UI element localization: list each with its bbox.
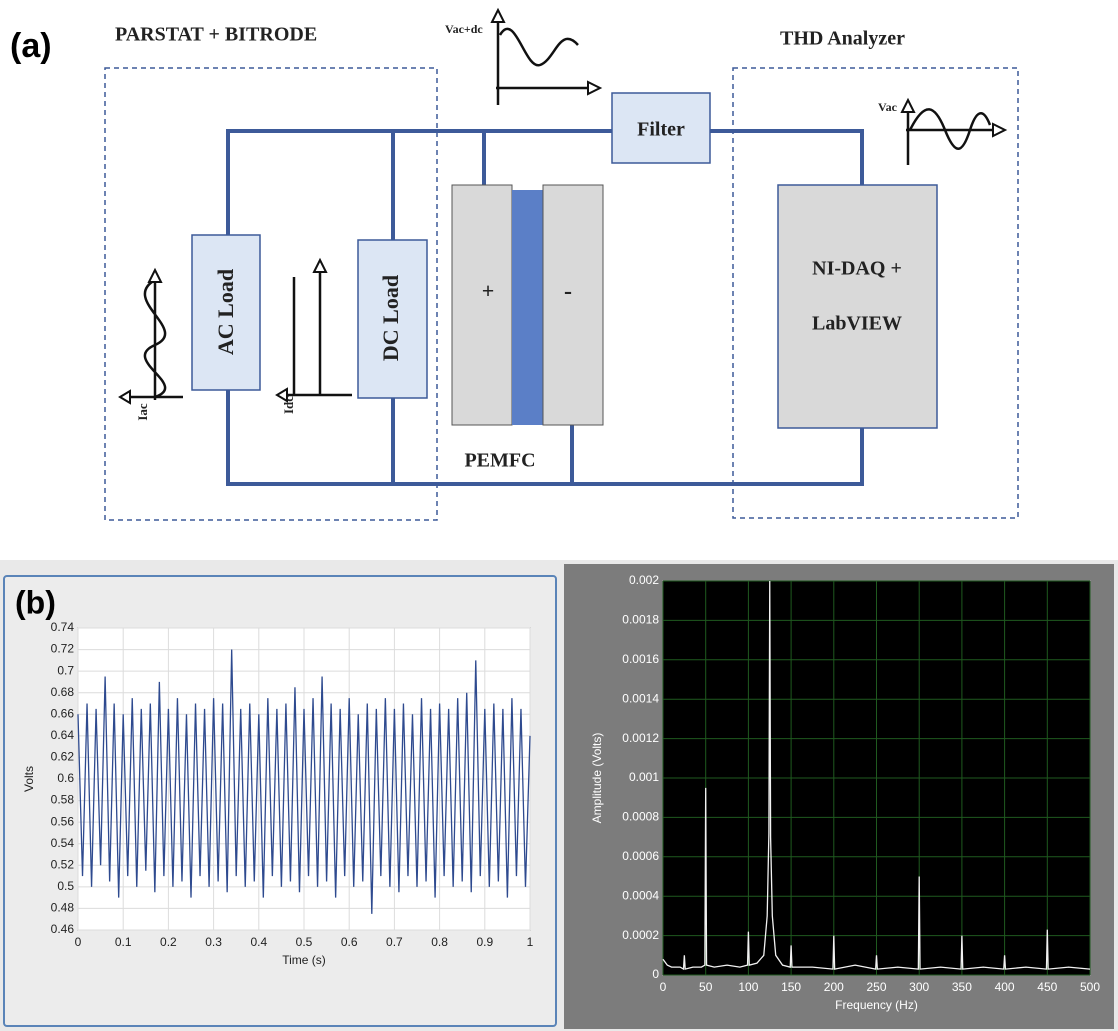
y-tick-label: 0.0016 [622, 652, 659, 666]
iac-icon [128, 275, 183, 400]
x-tick-label: 0.1 [115, 935, 132, 949]
y-tick-label: 0.0006 [622, 849, 659, 863]
x-tick-label: 0.7 [386, 935, 403, 949]
signal-label: Vac+dc [445, 22, 483, 36]
y-tick-label: 0.0002 [622, 928, 659, 942]
x-tick-label: 0.9 [476, 935, 493, 949]
node-label: Filter [637, 119, 685, 141]
x-tick-label: 0.2 [160, 935, 177, 949]
y-tick-label: 0.48 [51, 901, 75, 915]
y-tick-label: 0.002 [629, 573, 659, 587]
y-tick-label: 0.68 [51, 685, 75, 699]
panel-label: (a) [10, 27, 52, 65]
plus: + [482, 278, 495, 303]
group-label: THD Analyzer [780, 28, 905, 50]
x-tick-label: 450 [1037, 980, 1057, 994]
y-tick-label: 0.74 [51, 620, 75, 634]
arrow [492, 10, 600, 94]
minus: - [564, 279, 572, 305]
x-tick-label: 50 [699, 980, 713, 994]
x-tick-label: 0.4 [250, 935, 267, 949]
group-label: PARSTAT + BITRODE [115, 24, 317, 46]
y-tick-label: 0.0012 [622, 731, 659, 745]
node-label: DC Load [378, 275, 403, 361]
x-tick-label: 0.5 [296, 935, 313, 949]
x-tick-label: 500 [1080, 980, 1100, 994]
y-tick-label: 0.46 [51, 922, 75, 936]
anode [452, 185, 512, 425]
x-tick-label: 100 [738, 980, 758, 994]
vac-icon [906, 108, 995, 165]
x-tick-label: 0.6 [341, 935, 358, 949]
ni-daq [778, 185, 937, 428]
arrow [277, 260, 326, 401]
figure: (a) PARSTAT + BITRODE THD Analyzer AC Lo… [0, 0, 1118, 1031]
y-tick-label: 0.64 [51, 728, 75, 742]
y-tick-label: 0.7 [57, 663, 74, 677]
y-tick-label: 0.54 [51, 836, 75, 850]
y-tick-label: 0.001 [629, 770, 659, 784]
y-tick-label: 0.0004 [622, 888, 659, 902]
node-label: LabVIEW [812, 313, 902, 335]
signal-label: Iac [135, 403, 150, 421]
y-axis-label: Amplitude (Volts) [590, 733, 604, 824]
panel-label: (b) [15, 584, 56, 620]
y-tick-label: 0.0014 [622, 691, 659, 705]
y-tick-label: 0.56 [51, 814, 75, 828]
signal-label: Vac [878, 100, 898, 114]
y-tick-label: 0.62 [51, 750, 75, 764]
y-tick-label: 0.5 [57, 879, 74, 893]
vacdc-icon [496, 18, 595, 105]
x-tick-label: 250 [866, 980, 886, 994]
x-tick-label: 0.8 [431, 935, 448, 949]
y-tick-label: 0.6 [57, 771, 74, 785]
x-tick-label: 0.3 [205, 935, 222, 949]
y-tick-label: 0.66 [51, 706, 75, 720]
x-tick-label: 300 [909, 980, 929, 994]
y-tick-label: 0.58 [51, 793, 75, 807]
membrane [512, 190, 543, 425]
y-tick-label: 0.0018 [622, 613, 659, 627]
x-tick-label: 0 [75, 935, 82, 949]
idc-icon [285, 270, 352, 395]
x-tick-label: 400 [995, 980, 1015, 994]
node-label: PEMFC [464, 450, 535, 472]
x-tick-label: 200 [824, 980, 844, 994]
y-tick-label: 0.72 [51, 642, 75, 656]
x-tick-label: 150 [781, 980, 801, 994]
y-tick-label: 0 [652, 967, 659, 981]
y-axis-label: Volts [22, 766, 36, 792]
page: {"diagram": { "panel_label": "(a)", "gro… [0, 0, 1118, 1031]
x-axis-label: Frequency (Hz) [835, 998, 918, 1012]
x-tick-label: 350 [952, 980, 972, 994]
y-tick-label: 0.52 [51, 857, 75, 871]
node-label: NI-DAQ + [812, 258, 902, 280]
node-label: AC Load [213, 269, 238, 355]
cathode [543, 185, 603, 425]
x-axis-label: Time (s) [282, 953, 326, 967]
y-tick-label: 0.0008 [622, 810, 659, 824]
signal-label: Idc [281, 396, 296, 414]
x-tick-label: 0 [660, 980, 667, 994]
x-tick-label: 1 [527, 935, 534, 949]
